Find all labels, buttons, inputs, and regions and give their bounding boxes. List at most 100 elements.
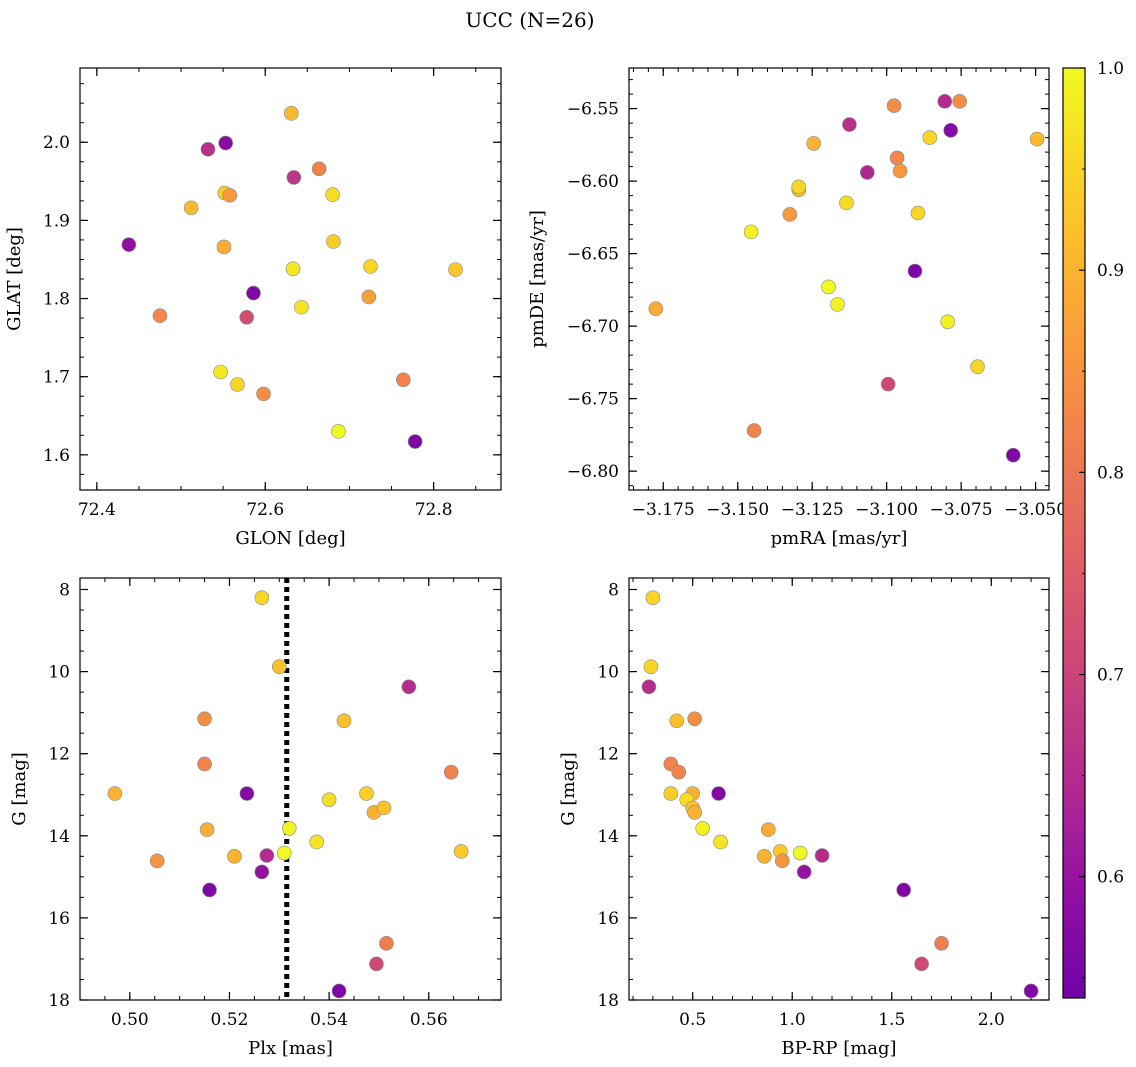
y-tick-label: 16 — [48, 909, 70, 929]
y-tick-label: 18 — [597, 991, 619, 1011]
axes-frame — [79, 577, 502, 1001]
y-tick-label: 14 — [597, 827, 619, 847]
scatter-point — [743, 224, 759, 240]
colorbar-bar — [1062, 67, 1086, 999]
scatter-point — [359, 786, 374, 801]
y-tick-label: 12 — [597, 745, 619, 765]
y-tick-label: −6.80 — [567, 462, 619, 482]
scatter-point — [239, 786, 255, 801]
scatter-point — [216, 239, 232, 255]
scatter-point — [369, 956, 384, 972]
scatter-point — [321, 792, 337, 807]
y-tick-label: 8 — [59, 580, 70, 600]
scatter-point — [695, 821, 710, 836]
scatter-point — [407, 434, 423, 449]
scatter-point — [774, 853, 790, 869]
x-tick-label: −3.150 — [706, 500, 769, 520]
scatter-point — [663, 786, 679, 801]
y-tick-label: 1.8 — [43, 290, 70, 310]
x-axis-label: GLON [deg] — [235, 528, 345, 549]
scatter-point — [934, 936, 949, 951]
scatter-point — [222, 188, 238, 203]
scatter-point — [311, 161, 327, 177]
scatter-point — [285, 261, 301, 277]
scatter-point — [687, 711, 702, 727]
colorbar-tick-label: 0.6 — [1097, 868, 1124, 888]
scatter-point — [792, 845, 808, 861]
scatter-point — [331, 424, 346, 439]
y-tick-label: 1.6 — [43, 446, 70, 466]
x-tick-label: 0.50 — [111, 1010, 149, 1030]
scatter-point — [757, 849, 772, 864]
axes-frame — [628, 577, 1050, 1001]
subplots: 72.4 72.6 72.8 1.6 1.7 1.8 1.9 2.0 GLON [deg] GLA… — [4, 67, 1067, 1059]
scatter-point — [107, 786, 123, 801]
x-axis-label: pmRA [mas/yr] — [771, 528, 908, 549]
colorbar: 0.6 0.7 0.8 0.9 1.0 — [1062, 59, 1124, 999]
scatter-point — [641, 679, 657, 695]
colorbar-tick-label: 0.8 — [1097, 463, 1124, 483]
scatter-point — [325, 187, 340, 202]
subplot-top-left: 72.4 72.6 72.8 1.6 1.7 1.8 1.9 2.0 GLON [deg] GLA… — [4, 67, 502, 549]
scatter-point — [907, 263, 923, 279]
subplot-top-right: −3.175 −3.150 −3.125 −3.100 −3.075 −3.050 −6.5… — [527, 67, 1067, 549]
x-tick-label: 0.54 — [310, 1010, 348, 1030]
y-tick-label: 16 — [597, 909, 619, 929]
x-tick-label: −3.075 — [930, 500, 993, 520]
y-tick-label: 14 — [48, 827, 70, 847]
x-tick-label: −3.125 — [781, 500, 844, 520]
x-axis-label: BP-RP [mag] — [781, 1038, 896, 1059]
y-tick-label: 10 — [597, 663, 619, 683]
y-tick-label: −6.65 — [567, 245, 619, 265]
scatter-point — [761, 822, 776, 837]
scatter-point — [363, 259, 378, 274]
y-axis-label: GLAT [deg] — [4, 227, 25, 331]
scatter-point — [880, 376, 896, 392]
scatter-point — [152, 308, 168, 324]
axes-frame — [79, 67, 502, 491]
scatter-point — [401, 679, 417, 695]
scatter-point — [896, 882, 911, 898]
scatter-point — [121, 237, 137, 252]
scatter-point — [952, 94, 967, 109]
scatter-point — [937, 94, 953, 109]
scatter-point — [230, 377, 245, 392]
scatter-point — [202, 882, 217, 898]
scatter-point — [379, 936, 394, 951]
scatter-point — [183, 200, 199, 216]
scatter-point — [239, 309, 255, 325]
scatter-point — [645, 590, 661, 606]
scatter-point — [839, 195, 854, 211]
scatter-point — [259, 848, 275, 863]
scatter-point — [671, 764, 687, 780]
x-tick-label: 1.0 — [779, 1010, 806, 1030]
scatter-point — [1023, 983, 1039, 999]
scatter-point — [199, 822, 215, 837]
scatter-point — [197, 711, 212, 727]
y-tick-label: −6.55 — [567, 100, 619, 120]
scatter-point — [892, 163, 908, 179]
scatter-point — [448, 262, 463, 277]
axes-frame — [628, 67, 1050, 491]
colorbar-tick-label: 0.7 — [1097, 666, 1124, 686]
y-axis-label: G [mag] — [9, 752, 30, 825]
scatter-point — [284, 106, 299, 121]
scatter-point — [376, 800, 392, 816]
scatter-point — [886, 98, 902, 114]
x-tick-label: −3.100 — [855, 500, 918, 520]
scatter-point — [361, 289, 377, 305]
scatter-point — [669, 713, 685, 729]
x-tick-label: 72.8 — [415, 500, 453, 520]
scatter-point — [453, 844, 469, 859]
y-tick-label: −6.75 — [567, 390, 619, 410]
scatter-point — [1029, 131, 1045, 147]
scatter-point — [200, 141, 216, 157]
scatter-point — [782, 207, 798, 222]
scatter-point — [331, 983, 347, 999]
scatter-point — [254, 864, 270, 880]
scatter-point — [197, 756, 212, 772]
x-tick-label: 0.52 — [211, 1010, 249, 1030]
y-tick-label: 1.9 — [43, 211, 70, 231]
scatter-point — [842, 117, 857, 132]
